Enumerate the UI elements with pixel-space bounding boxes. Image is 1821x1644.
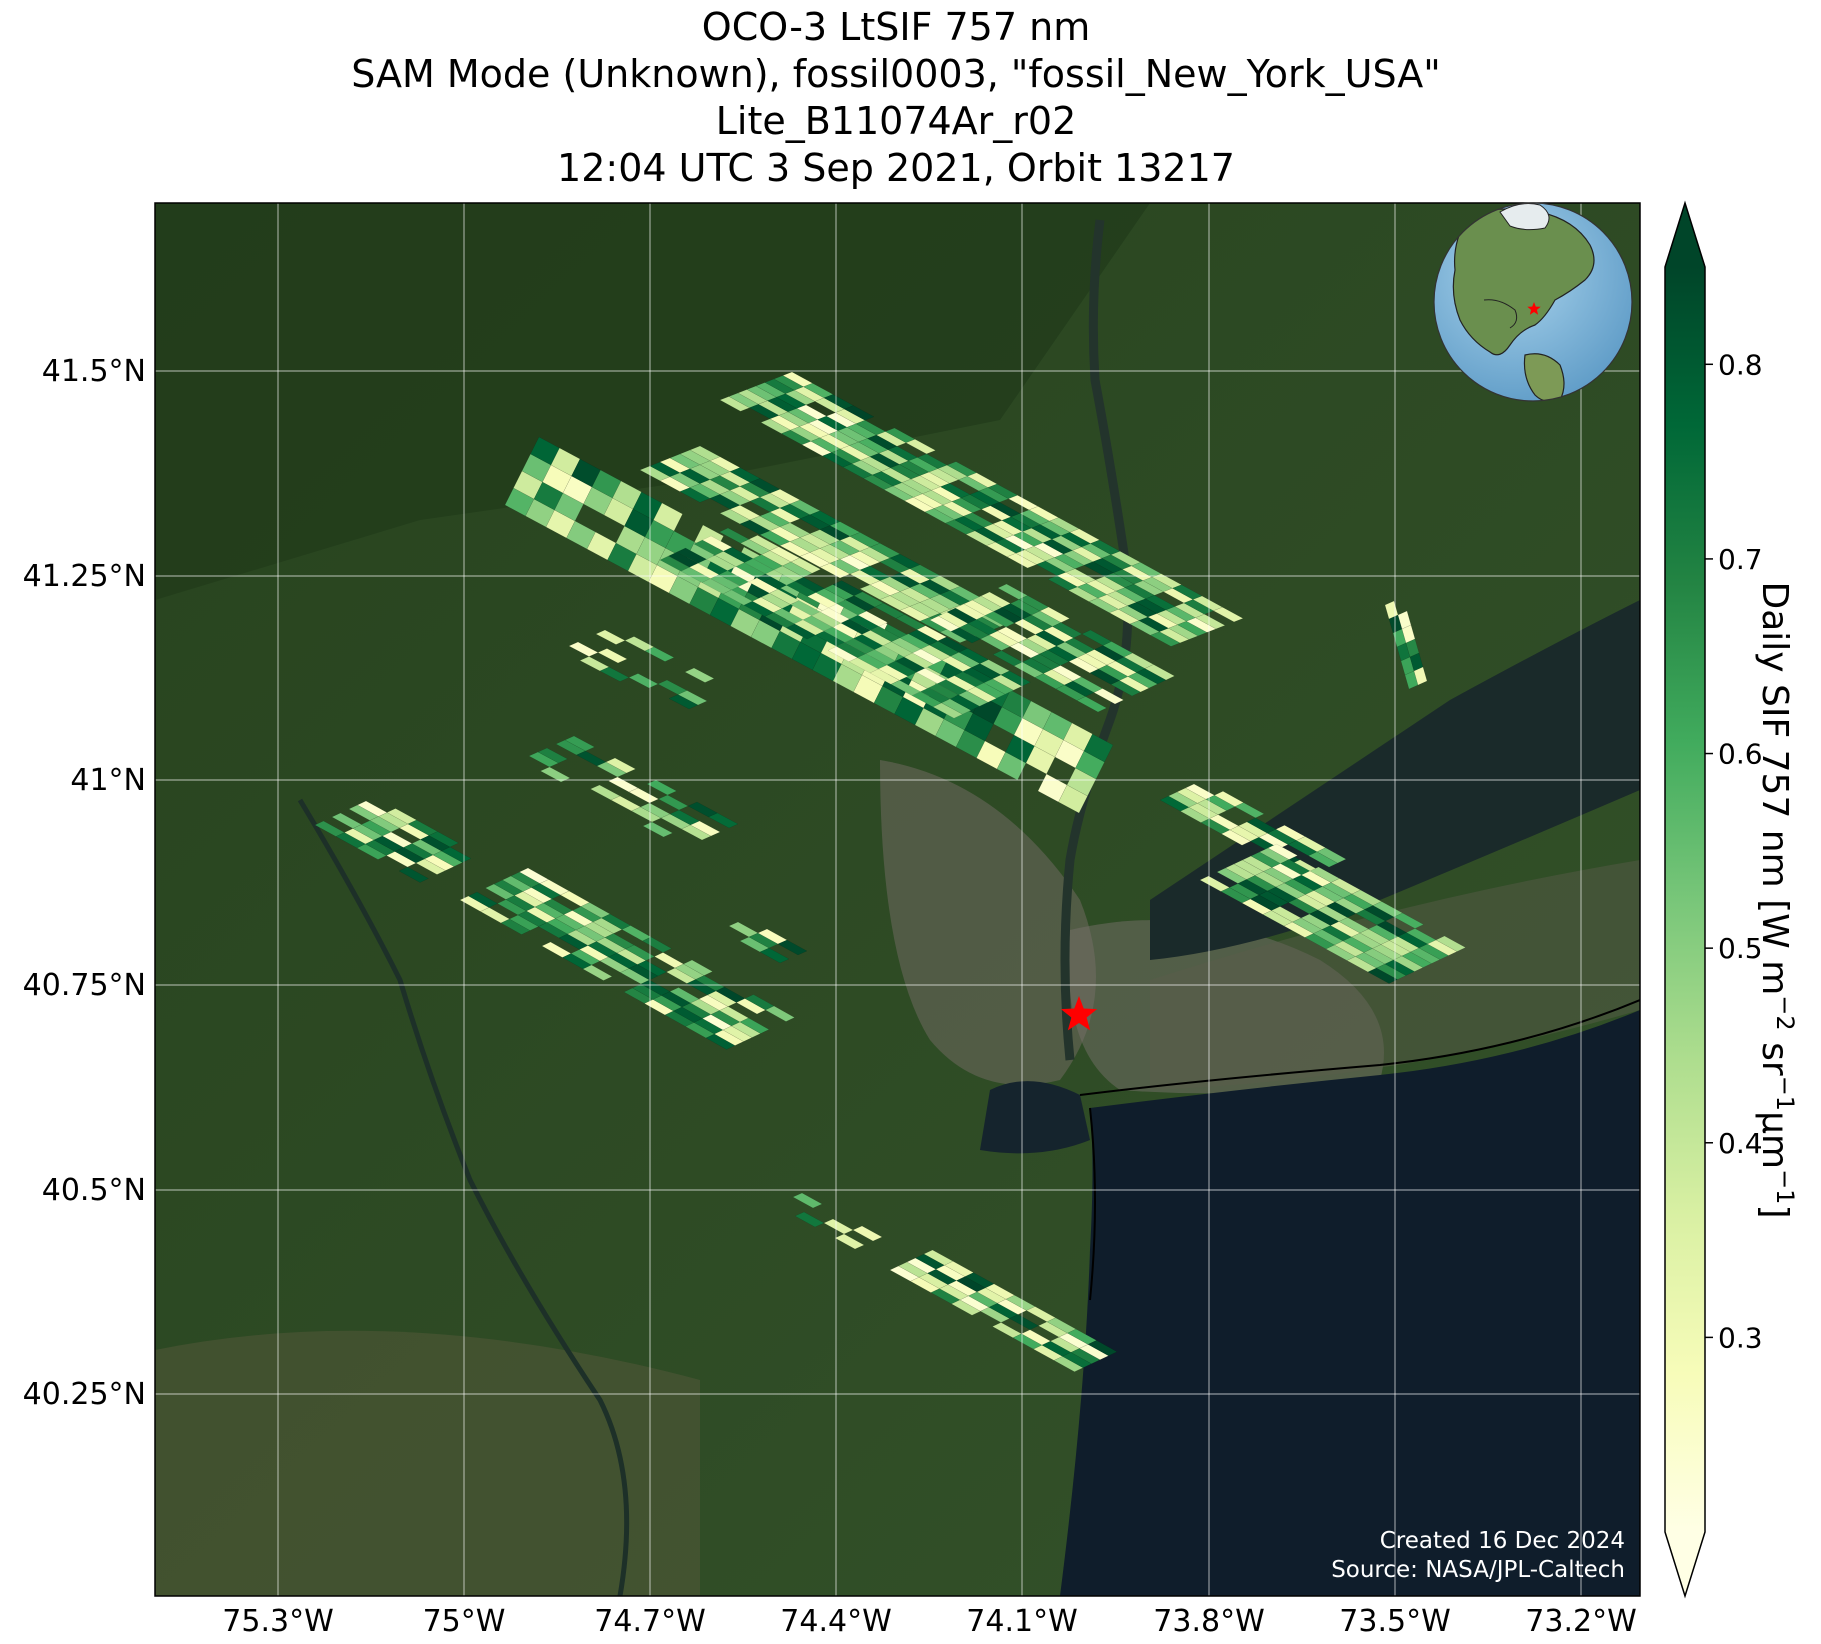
sif-sounding-cell <box>682 959 714 976</box>
credit-source: Source: NASA/JPL-Caltech <box>1331 1557 1625 1583</box>
colorbar-extend-bottom <box>1665 1532 1705 1596</box>
colorbar-tick-label: 0.5 <box>1718 932 1763 965</box>
urban-newark <box>880 760 1096 1085</box>
sif-sounding-cell <box>852 1225 883 1242</box>
globe-gulf-coast <box>1483 299 1518 329</box>
title-line-2: SAM Mode (Unknown), fossil0003, "fossil_… <box>351 52 1441 96</box>
sif-soundings <box>314 371 1467 1372</box>
lat-tick-label: 41.25°N <box>23 559 146 594</box>
lon-tick-label: 73.8°W <box>1153 1604 1264 1639</box>
colorbar-body <box>1665 267 1705 1532</box>
colorbar-tick-label: 0.6 <box>1718 738 1763 771</box>
sif-sounding-cell <box>1083 733 1114 763</box>
globe-north-america <box>1452 208 1595 356</box>
credit-created: Created 16 Dec 2024 <box>1380 1528 1625 1554</box>
figure-title: OCO-3 LtSIF 757 nm SAM Mode (Unknown), f… <box>351 5 1441 190</box>
sif-sounding-cell <box>677 690 708 706</box>
sif-sounding-cell <box>1267 843 1299 860</box>
sif-sounding-cell <box>1000 670 1032 687</box>
sif-sounding-cell <box>1212 606 1244 623</box>
colorbar-label: Daily SIF 757 nm [W m−2 sr−1μm−1] <box>1754 582 1799 1219</box>
lon-tick-label: 73.2°W <box>1525 1604 1636 1639</box>
sif-sounding-cell <box>1093 688 1125 705</box>
lat-tick-label: 41.5°N <box>42 354 146 389</box>
sif-sounding-cell <box>905 438 937 455</box>
title-line-4: 12:04 UTC 3 Sep 2021, Orbit 13217 <box>557 146 1235 190</box>
map-frame <box>154 202 1641 1597</box>
lat-tick-label: 40.75°N <box>23 968 146 1003</box>
sif-sounding-cell <box>790 557 822 574</box>
sif-sounding-cell <box>1393 912 1425 929</box>
colorbar-tick-label: 0.3 <box>1718 1321 1763 1354</box>
sif-sounding-cell <box>537 747 569 764</box>
sif-sounding-cell <box>653 502 683 532</box>
title-line-3: Lite_B11074Ar_r02 <box>716 99 1077 143</box>
colorbar-outline <box>1664 200 1706 1599</box>
map-panel: Created 16 Dec 2024 Source: NASA/JPL-Cal… <box>155 203 1640 1596</box>
urban-queens-brooklyn <box>1068 920 1384 1094</box>
sif-sounding-cell <box>1087 1340 1118 1356</box>
sif-sounding-cell <box>759 947 790 964</box>
sif-sounding-cell <box>1234 802 1265 819</box>
lon-tick-label: 74.7°W <box>594 1604 705 1639</box>
title-line-1: OCO-3 LtSIF 757 nm <box>702 5 1090 49</box>
sif-sounding-cell <box>777 939 808 956</box>
lon-tick-label: 75°W <box>423 1604 506 1639</box>
lon-tick-labels: 75.3°W 75°W 74.7°W 74.4°W 74.1°W 73.8°W … <box>222 1604 1636 1639</box>
sif-sounding-cell <box>843 405 875 421</box>
sif-sounding-cell <box>689 820 721 837</box>
sif-sounding-cell <box>1435 935 1467 952</box>
coastline-new-jersey <box>1089 1107 1096 1301</box>
sif-sounding-cell <box>644 646 675 662</box>
lon-tick-label: 73.5°W <box>1339 1604 1450 1639</box>
colorbar-tick-label: 0.7 <box>1718 543 1763 576</box>
sif-sounding-cell <box>646 779 678 796</box>
sif-sounding-cell <box>539 766 571 783</box>
globe-outline <box>1433 202 1633 402</box>
colorbar: 0.3 0.4 0.5 0.6 0.7 0.8 Daily SIF 757 nm [W m… <box>1664 200 1799 1599</box>
colorbar-extend-top <box>1665 203 1705 267</box>
sif-sounding-cell <box>1413 666 1428 686</box>
lon-tick-label: 74.4°W <box>780 1604 891 1639</box>
sif-sounding-cell <box>739 1017 770 1034</box>
urban-philadelphia <box>155 1330 700 1596</box>
forest-region <box>155 203 1150 600</box>
globe-inset <box>1433 202 1633 402</box>
sif-sounding-cell <box>764 1005 796 1022</box>
sif-sounding-cell <box>707 812 739 829</box>
sif-sounding-cell <box>1316 847 1347 864</box>
lon-tick-label: 74.1°W <box>966 1604 1077 1639</box>
atlantic-ocean <box>1060 1010 1640 1596</box>
sif-sounding-cell <box>597 648 628 664</box>
sif-sounding-cell <box>605 757 637 774</box>
lat-tick-label: 40.5°N <box>42 1173 146 1208</box>
coastline-long-island <box>1079 999 1640 1096</box>
globe-target-star <box>1527 302 1541 315</box>
gridlines <box>155 203 1640 1596</box>
sif-sounding-cell <box>564 735 596 752</box>
sif-sounding-cell <box>398 866 430 883</box>
lat-tick-label: 40.25°N <box>23 1377 146 1412</box>
lat-tick-labels: 41.5°N 41.25°N 41°N 40.75°N 40.5°N 40.25… <box>23 354 146 1412</box>
sif-sounding-cell <box>1076 696 1108 713</box>
lat-tick-label: 41°N <box>70 763 146 798</box>
sif-sounding-cell <box>792 1192 823 1209</box>
raritan-bay <box>980 1081 1090 1154</box>
sif-sounding-cell <box>1144 664 1176 681</box>
sif-sounding-cell <box>857 610 889 627</box>
colorbar-ticks: 0.3 0.4 0.5 0.6 0.7 0.8 <box>1705 348 1763 1354</box>
sif-sounding-cell <box>1039 606 1071 623</box>
lon-tick-label: 75.3°W <box>222 1604 333 1639</box>
delaware-river <box>297 798 630 1596</box>
sif-sounding-cell <box>428 831 460 848</box>
colorbar-tick-label: 0.4 <box>1718 1127 1763 1160</box>
sif-sounding-cell <box>582 964 613 981</box>
colorbar-tick-label: 0.8 <box>1718 348 1763 381</box>
sif-sounding-cell <box>834 1233 865 1250</box>
sif-sounding-cell <box>684 667 715 683</box>
target-star-marker <box>1060 996 1098 1031</box>
